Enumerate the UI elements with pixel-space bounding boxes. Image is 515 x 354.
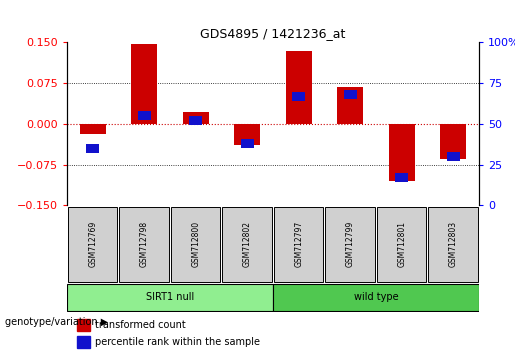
Bar xyxy=(87,144,99,153)
Title: GDS4895 / 1421236_at: GDS4895 / 1421236_at xyxy=(200,27,346,40)
Bar xyxy=(377,207,426,282)
Bar xyxy=(274,207,323,282)
Bar xyxy=(234,124,260,144)
Text: GSM712769: GSM712769 xyxy=(88,221,97,267)
Text: GSM712799: GSM712799 xyxy=(346,221,355,267)
Bar xyxy=(138,112,151,120)
Bar xyxy=(222,207,272,282)
Bar xyxy=(77,336,90,348)
Bar xyxy=(119,207,169,282)
Text: GSM712797: GSM712797 xyxy=(294,221,303,267)
Bar xyxy=(67,284,273,311)
Text: GSM712803: GSM712803 xyxy=(449,221,458,267)
Bar xyxy=(241,139,254,148)
Text: SIRT1 null: SIRT1 null xyxy=(146,292,194,302)
Text: transformed count: transformed count xyxy=(95,320,186,330)
Bar xyxy=(396,173,408,182)
Bar xyxy=(447,152,460,161)
Bar xyxy=(440,124,466,159)
Bar xyxy=(286,51,312,124)
Bar xyxy=(131,44,157,124)
Bar xyxy=(183,112,209,124)
Text: wild type: wild type xyxy=(354,292,398,302)
Text: genotype/variation ▶: genotype/variation ▶ xyxy=(5,317,108,327)
Text: GSM712798: GSM712798 xyxy=(140,221,149,267)
Bar xyxy=(273,284,479,311)
Bar xyxy=(80,124,106,134)
Bar xyxy=(68,207,117,282)
Bar xyxy=(77,319,90,331)
Bar xyxy=(171,207,220,282)
Bar xyxy=(325,207,375,282)
Text: GSM712801: GSM712801 xyxy=(397,221,406,267)
Bar xyxy=(389,124,415,181)
Bar xyxy=(337,87,363,124)
Text: GSM712800: GSM712800 xyxy=(191,221,200,267)
Bar xyxy=(190,116,202,125)
Bar xyxy=(293,92,305,101)
Bar xyxy=(428,207,478,282)
Text: percentile rank within the sample: percentile rank within the sample xyxy=(95,337,260,347)
Text: GSM712802: GSM712802 xyxy=(243,221,252,267)
Bar xyxy=(344,90,356,99)
